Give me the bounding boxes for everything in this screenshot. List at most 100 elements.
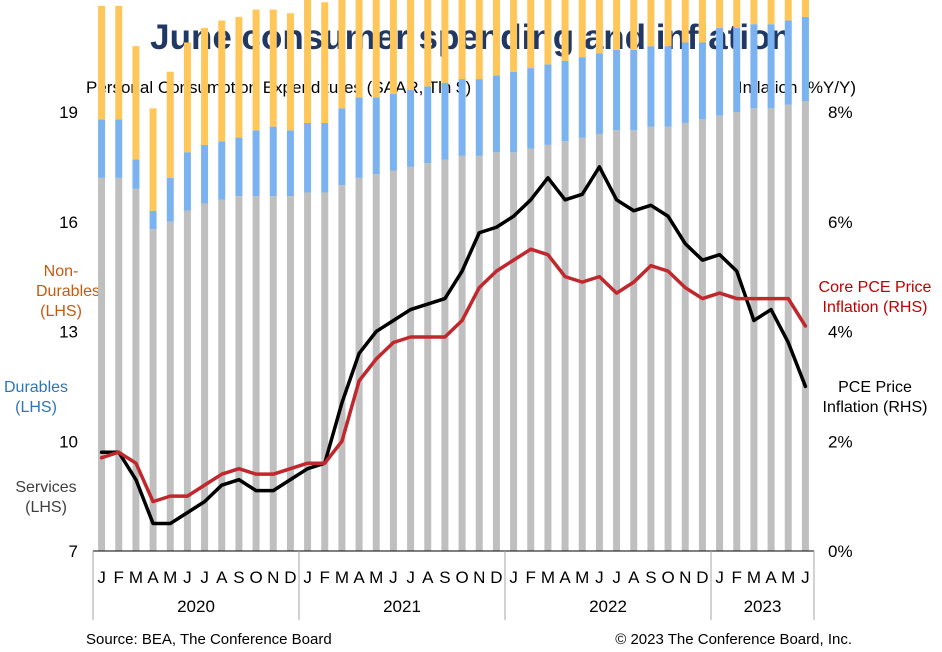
month-tick-label: M xyxy=(163,568,177,587)
right-axis-tick-label: 4% xyxy=(828,323,853,342)
nondurables-bar xyxy=(527,0,535,69)
services-bar xyxy=(115,177,123,551)
services-label-line: Services xyxy=(15,479,77,496)
nondurables-bar xyxy=(801,0,809,17)
right-axis-tick-label: 2% xyxy=(828,432,853,451)
month-tick-label: J xyxy=(801,568,810,587)
nondurables-bar xyxy=(784,0,792,21)
services-bar xyxy=(578,137,586,552)
durables-bar xyxy=(372,97,380,175)
services-bar xyxy=(304,192,312,552)
nondurables-bar xyxy=(338,0,346,109)
month-tick-label: S xyxy=(645,568,656,587)
durables-bar xyxy=(716,27,724,116)
nondurables-bar xyxy=(372,0,380,98)
nondurables-bar xyxy=(424,0,432,87)
services-bar xyxy=(595,133,603,551)
durables-bar xyxy=(681,42,689,123)
month-tick-label: J xyxy=(389,568,398,587)
month-tick-label: M xyxy=(575,568,589,587)
services-bar xyxy=(98,177,106,551)
services-bar xyxy=(475,155,483,551)
durables-bar xyxy=(286,130,294,197)
durables-bar xyxy=(475,79,483,156)
services-bar xyxy=(201,203,209,551)
durables-bar xyxy=(801,16,809,102)
month-tick-label: M xyxy=(369,568,383,587)
nondurables-series-label: Non- Durables (LHS) xyxy=(36,262,101,322)
month-tick-label: J xyxy=(509,568,518,587)
month-tick-label: J xyxy=(715,568,724,587)
month-tick-label: A xyxy=(765,568,777,587)
services-bar xyxy=(218,199,226,552)
nondurables-bar xyxy=(286,13,294,131)
nondurables-bar xyxy=(441,0,449,83)
nondurables-bar xyxy=(664,0,672,47)
month-tick-label: O xyxy=(455,568,468,587)
month-tick-label: J xyxy=(200,568,209,587)
nondurables-bar xyxy=(767,0,775,25)
durables-bar xyxy=(269,126,277,197)
services-bar xyxy=(716,115,724,551)
nondurables-bar xyxy=(389,0,397,94)
services-bar xyxy=(149,229,157,551)
services-bar xyxy=(664,126,672,551)
month-tick-label: O xyxy=(249,568,262,587)
month-tick-label: O xyxy=(661,568,674,587)
month-tick-label: M xyxy=(747,568,761,587)
year-label: 2023 xyxy=(744,597,782,616)
month-tick-label: M xyxy=(129,568,143,587)
nondurables-bar xyxy=(235,16,243,138)
month-tick-label: J xyxy=(406,568,415,587)
right-axis-tick-label: 6% xyxy=(828,213,853,232)
core-pce-label-line: Core PCE Price xyxy=(818,279,932,296)
month-tick-label: J xyxy=(303,568,312,587)
nondurables-bar xyxy=(647,0,655,47)
nondurables-bar xyxy=(183,42,191,153)
services-bar xyxy=(407,166,415,552)
year-label: 2021 xyxy=(383,597,421,616)
durables-bar xyxy=(510,71,518,153)
month-tick-label: A xyxy=(147,568,159,587)
nondurables-bar xyxy=(698,0,706,43)
services-bar xyxy=(424,163,432,551)
nondurables-label-line: Durables xyxy=(36,283,101,300)
durables-bar xyxy=(767,24,775,109)
nondurables-bar xyxy=(269,9,277,127)
month-tick-label: F xyxy=(732,568,742,587)
durables-bar xyxy=(132,159,140,189)
durables-label-line: Durables xyxy=(3,379,69,396)
nondurables-bar xyxy=(218,20,226,142)
nondurables-bar xyxy=(166,71,174,178)
month-tick-label: A xyxy=(559,568,571,587)
durables-bar xyxy=(458,79,466,156)
nondurables-bar xyxy=(132,46,140,160)
nondurables-bar xyxy=(733,0,741,28)
services-bar xyxy=(355,177,363,551)
durables-bar xyxy=(338,108,346,186)
nondurables-label-line: (LHS) xyxy=(40,303,82,320)
year-label: 2022 xyxy=(589,597,627,616)
durables-bar xyxy=(166,177,174,222)
services-bar xyxy=(630,130,638,552)
services-bar xyxy=(527,148,535,551)
durables-bar xyxy=(613,49,621,131)
durables-bar xyxy=(98,119,106,178)
nondurables-bar xyxy=(98,5,106,120)
month-tick-label: J xyxy=(97,568,106,587)
durables-bar xyxy=(389,93,397,171)
durables-bar xyxy=(595,53,603,134)
services-bar xyxy=(784,104,792,552)
nondurables-bar xyxy=(716,0,724,28)
nondurables-bar xyxy=(304,0,312,123)
nondurables-bar xyxy=(750,0,758,25)
left-axis-tick-label: 13 xyxy=(59,323,78,342)
durables-bar xyxy=(252,130,260,197)
services-bar xyxy=(767,108,775,551)
year-label: 2020 xyxy=(177,597,215,616)
month-tick-label: J xyxy=(612,568,621,587)
durables-bar xyxy=(578,57,586,138)
durables-bar xyxy=(183,152,191,211)
durables-bar xyxy=(544,64,552,145)
services-bar xyxy=(544,144,552,552)
